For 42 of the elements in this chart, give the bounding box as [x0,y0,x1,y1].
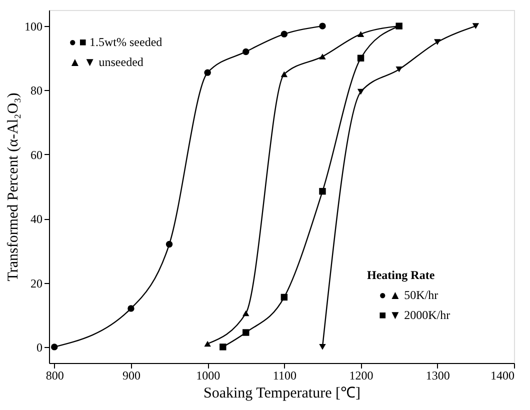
annotation: ● ■ 1.5wt% seeded [69,35,162,49]
y-tick-label: 80 [30,84,42,98]
point [51,344,58,350]
point [280,30,288,38]
point [357,31,364,37]
x-tick-label: 1200 [349,368,374,382]
x-tick-label: 900 [122,368,140,382]
point [280,71,288,78]
point [242,329,250,336]
point [220,344,226,350]
point [166,240,173,248]
x-tick-label: 1400 [490,368,514,382]
annotation: ▲ ▼ unseeded [69,55,144,69]
point [319,344,326,350]
x-tick-label: 1300 [426,368,450,382]
point [319,54,326,60]
point [319,22,326,30]
y-axis-title: Transformed Percent (α-Al₂O₃) [6,92,22,282]
point [242,48,250,56]
y-tick-label: 100 [24,20,42,34]
x-tick-label: 1100 [272,368,296,382]
y-tick-label: 40 [30,212,42,226]
point [357,88,364,95]
point [472,23,480,29]
x-tick-label: 1000 [196,368,220,382]
x-axis-title: Soaking Temperature [℃] [204,386,360,402]
y-tick-label: 20 [30,276,42,290]
point [319,188,326,195]
point [396,66,402,72]
point [128,305,134,312]
annotation: Heating Rate [367,268,436,282]
point [357,54,364,62]
point [204,69,211,76]
y-tick-label: 0 [36,340,42,354]
y-tick-label: 60 [30,148,42,162]
point [280,294,288,301]
annotation: ● ▲ 50K/hr [379,288,438,302]
x-tick-label: 800 [46,368,64,382]
point [204,340,211,347]
point [434,39,441,45]
point [242,310,250,316]
annotation: ■ ▼ 2000K/hr [379,308,450,322]
